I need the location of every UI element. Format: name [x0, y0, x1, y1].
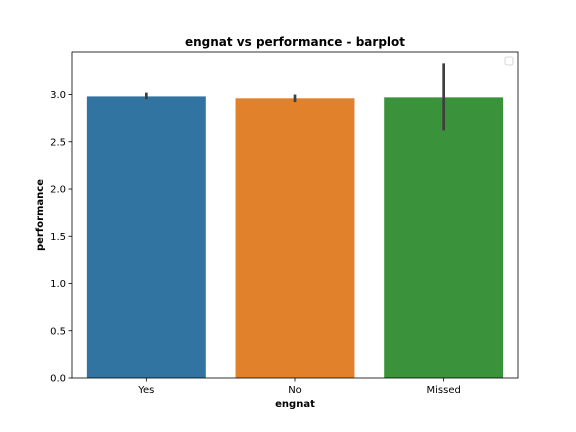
y-tick-label: 3.0	[50, 90, 66, 101]
y-tick-label: 1.0	[50, 279, 66, 290]
bar-missed	[384, 97, 504, 379]
bars-group	[86, 96, 504, 379]
y-tick-label: 2.5	[50, 137, 66, 148]
bar-no	[235, 98, 355, 378]
y-tick-label: 1.5	[50, 232, 66, 243]
x-tick-label-yes: Yes	[137, 385, 154, 396]
x-tick-label-missed: Missed	[427, 385, 461, 396]
y-axis-label: performance	[35, 179, 46, 251]
x-axis-label: engnat	[275, 399, 315, 410]
legend	[504, 56, 514, 66]
chart-title: engnat vs performance - barplot	[185, 35, 405, 49]
y-tick-label: 0.0	[50, 374, 66, 385]
error-bars-group	[144, 63, 446, 131]
y-tick-label: 2.0	[50, 185, 66, 196]
plot-frame	[71, 51, 519, 379]
bar-yes	[86, 96, 206, 378]
y-tick-label: 0.5	[50, 326, 66, 337]
y-axis: 0.0 0.5 1.0 1.5 2.0 2.5 3.0	[50, 90, 72, 385]
x-axis: Yes No Missed	[137, 378, 461, 396]
x-tick-label-no: No	[288, 385, 302, 396]
